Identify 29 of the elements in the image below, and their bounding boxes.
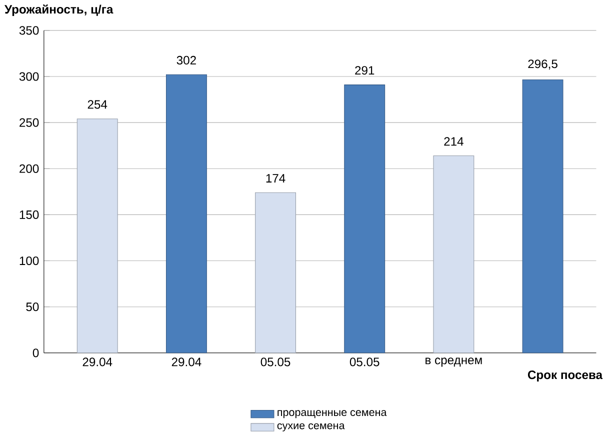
data-label: 291 [355, 66, 374, 75]
data-label: 254 [88, 100, 108, 109]
y-tick-label: 150 [20, 210, 39, 220]
y-tick-label: 0 [32, 348, 39, 358]
x-axis-title: Срок посева [528, 370, 603, 382]
bar [344, 84, 386, 354]
data-label: 214 [444, 137, 464, 146]
y-tick-label: 200 [20, 164, 39, 174]
y-tick-label: 350 [19, 26, 39, 35]
legend-label: сухие семена [277, 424, 345, 432]
y-tick-label: 100 [20, 256, 39, 266]
x-tick-label: 29.04 [82, 358, 112, 366]
x-tick-label: в среднем [426, 358, 482, 367]
x-tick-label: 29.04 [172, 358, 202, 366]
bar [433, 156, 474, 354]
y-tick-label: 250 [20, 118, 39, 128]
legend-label: проращенные семена [278, 410, 387, 418]
x-tick-label: 05.05 [260, 358, 290, 366]
bar [255, 192, 296, 354]
bar [76, 118, 118, 354]
data-label: 296,5 [528, 60, 558, 70]
y-tick-label: 50 [26, 302, 39, 312]
data-label: 174 [266, 174, 286, 183]
y-tick-label: 300 [19, 72, 39, 82]
y-axis-title: Урожайность, ц/га [4, 4, 114, 16]
bar [166, 74, 207, 354]
data-label: 302 [176, 56, 196, 65]
bar [522, 80, 564, 354]
x-tick-label: 05.05 [350, 358, 380, 366]
